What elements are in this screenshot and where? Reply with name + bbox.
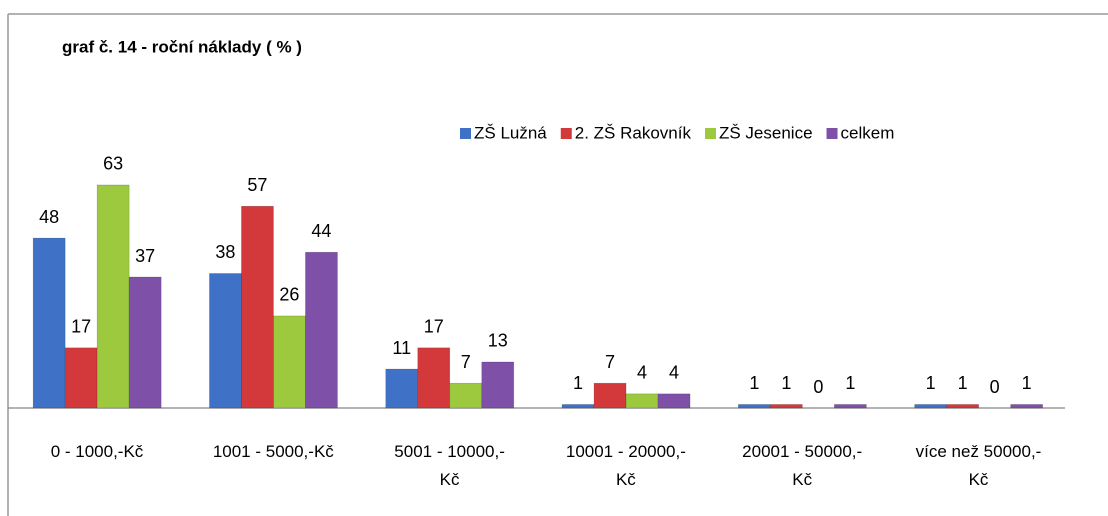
data-label: 63 [103,154,123,174]
legend-swatch [826,128,838,139]
data-label: 44 [311,221,331,241]
data-label: 57 [247,175,267,195]
data-label: 1 [573,373,583,393]
data-label: 38 [215,242,235,262]
bar [449,382,483,409]
bar [64,347,98,409]
bar [1010,404,1043,409]
bar [209,273,242,409]
data-label: 17 [424,317,444,337]
x-tick-label: 0 - 1000,-Kč [50,442,144,461]
bar [593,382,627,409]
bar [625,393,659,409]
data-label: 0 [813,377,823,397]
data-label: 7 [605,352,615,372]
data-label: 7 [461,352,471,372]
data-label: 4 [669,363,679,383]
bar [914,404,947,409]
legend-label: celkem [841,123,895,142]
legend-label: ZŠ Lužná [474,123,547,142]
bar [32,237,66,409]
x-tick-label: 10001 - 20000,- Kč [565,442,686,489]
bar [273,315,306,409]
bar [241,205,274,409]
data-label: 37 [135,246,155,266]
chart-title: graf č. 14 - roční náklady ( % ) [62,37,302,56]
legend-swatch [560,128,572,139]
data-label: 48 [39,207,59,227]
bar [946,404,979,409]
legend-label: ZŠ Jesenice [719,123,813,142]
data-label: 17 [71,317,91,337]
x-tick-label: 5001 - 10000,- Kč [394,442,505,489]
bar [770,404,803,409]
data-label: 1 [845,373,855,393]
data-label: 13 [488,331,508,351]
data-label: 26 [279,285,299,305]
x-tick-label: více než 50000,- Kč [915,442,1042,489]
bar [738,404,771,409]
data-label: 0 [990,377,1000,397]
data-label: 11 [392,338,411,358]
data-label: 1 [781,373,791,393]
bar [417,347,451,409]
bar [481,361,515,409]
x-tick-label: 20001 - 50000,- Kč [742,442,863,489]
data-label: 1 [926,373,936,393]
bar [128,276,162,409]
data-label: 1 [749,373,759,393]
data-label: 4 [637,363,647,383]
bar [96,184,130,409]
bar [834,404,867,409]
data-label: 1 [958,373,968,393]
bar [305,251,338,409]
x-tick-label: 1001 - 5000,-Kč [212,442,334,461]
legend-swatch [704,128,716,139]
data-label: 1 [1022,373,1032,393]
legend-swatch [460,128,471,139]
legend-label: 2. ZŠ Rakovník [575,123,692,142]
bar [561,404,595,409]
bar [385,368,419,409]
bar [657,393,691,409]
